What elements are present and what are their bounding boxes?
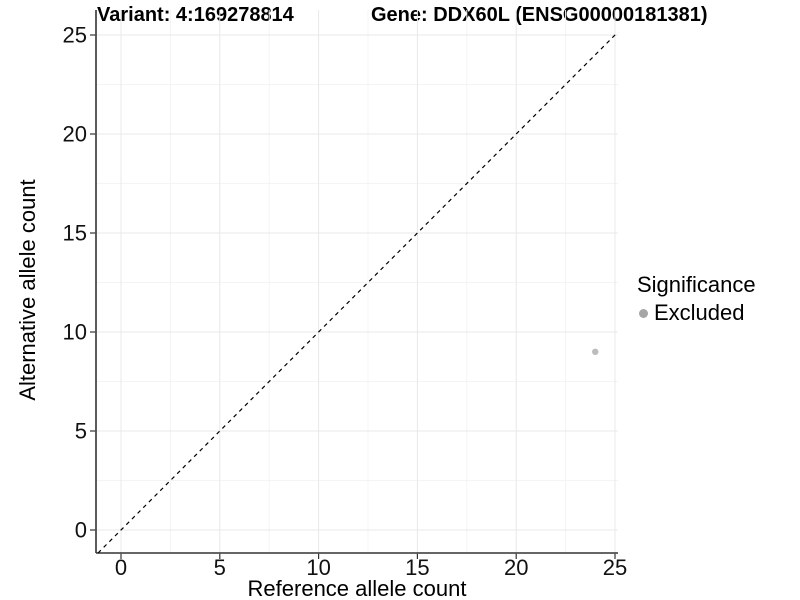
legend-item-excluded: Excluded [637,300,756,326]
plot-title-variant: Variant: 4:169278814 [97,4,294,26]
legend-point-icon [639,308,648,318]
data-point [592,348,599,355]
legend: Significance Excluded [637,272,756,326]
y-tick-label: 5 [75,419,87,444]
x-axis-title: Reference allele count [247,576,467,600]
x-tick-label: 0 [115,555,127,580]
legend-item-label: Excluded [654,300,745,325]
y-tick-label: 10 [63,320,87,345]
x-tick-label: 5 [214,555,226,580]
x-tick-label: 15 [405,555,429,580]
legend-title: Significance [637,272,756,297]
y-axis-title: Alternative allele count [15,179,40,401]
y-tick-label: 15 [63,221,87,246]
identity-line [97,31,619,554]
y-tick-label: 25 [63,23,87,48]
plot-title-gene: Gene: DDX60L (ENSG00000181381) [371,4,708,26]
x-tick-label: 20 [504,555,528,580]
x-tick-label: 10 [306,555,330,580]
y-tick-label: 0 [75,518,87,543]
y-tick-label: 20 [63,122,87,147]
x-tick-label: 25 [603,555,627,580]
